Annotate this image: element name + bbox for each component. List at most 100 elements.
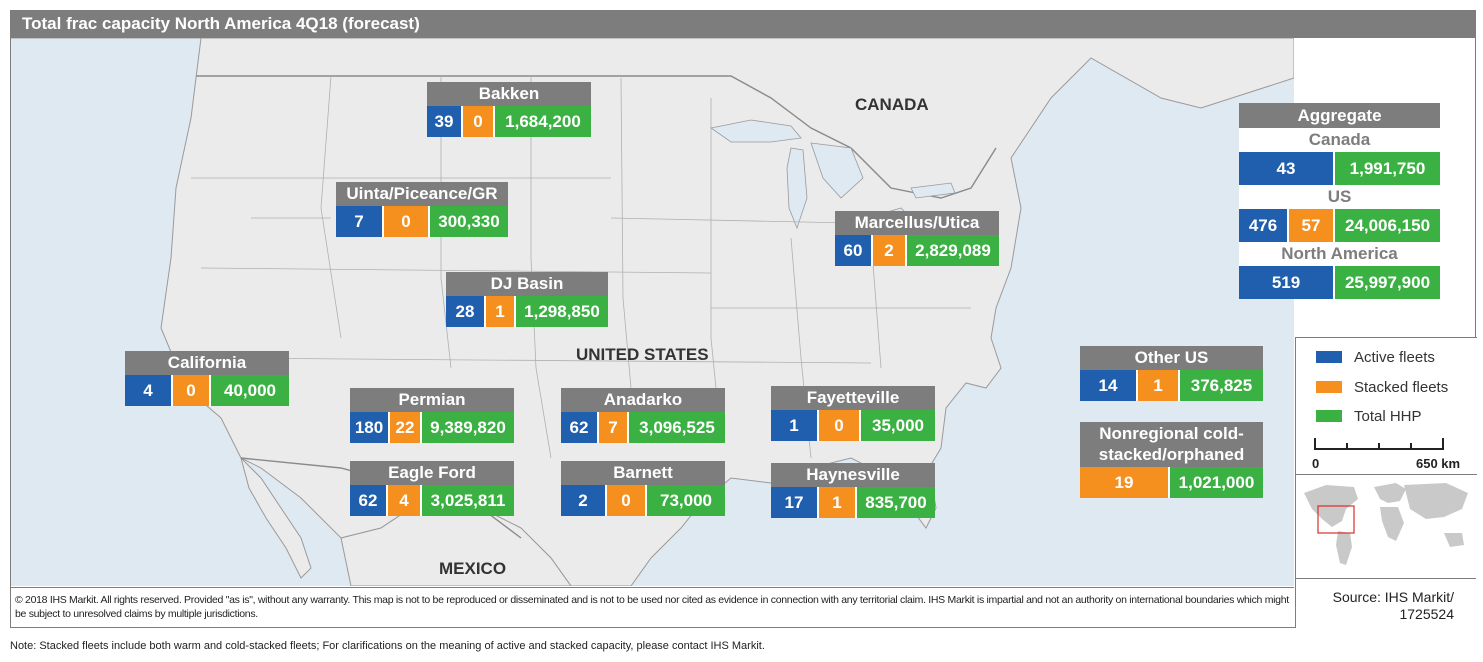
mexico-land [340, 497, 572, 586]
scale-bar [1314, 438, 1444, 450]
stacked-fleets-value: 1 [486, 296, 516, 327]
total-hhp-value: 3,096,525 [629, 412, 725, 443]
total-hhp-value: 73,000 [647, 485, 725, 516]
aggregate-north-america-row: 519 25,997,900 [1239, 266, 1440, 299]
scale-start-label: 0 [1312, 456, 1320, 471]
copyright-text: © 2018 IHS Markit. All rights reserved. … [11, 587, 1294, 627]
stacked-fleets-value: 0 [463, 106, 495, 137]
legend-label: Stacked fleets [1354, 379, 1449, 396]
aggregate-title: Aggregate [1239, 103, 1440, 128]
active-fleets-value: 62 [350, 485, 388, 516]
region-anadarko: Anadarko 62 7 3,096,525 [561, 388, 725, 443]
lake-michigan [786, 147, 808, 230]
region-fayetteville: Fayetteville 1 0 35,000 [771, 386, 935, 441]
region-title: Uinta/Piceance/GR [336, 182, 508, 206]
legend-swatch-total [1316, 410, 1342, 422]
region-title: Other US [1080, 346, 1263, 370]
aggregate-canada-label: Canada [1239, 128, 1440, 152]
active-fleets-value: 7 [336, 206, 384, 237]
aggregate-us-label: US [1239, 185, 1440, 209]
map-geography [11, 38, 1294, 586]
region-other-us: Other US 14 1 376,825 [1080, 346, 1263, 401]
source-line2: 1725524 [1399, 606, 1454, 622]
total-hhp-value: 1,298,850 [516, 296, 608, 327]
total-hhp-value: 300,330 [430, 206, 508, 237]
aggregate-north-america-label: North America [1239, 242, 1440, 266]
region-title: DJ Basin [446, 272, 608, 296]
locator-inset-map [1295, 474, 1477, 578]
legend-label: Total HHP [1354, 408, 1422, 425]
region-title: Fayetteville [771, 386, 935, 410]
total-hhp-value: 376,825 [1180, 370, 1263, 401]
total-hhp-value: 835,700 [857, 487, 935, 518]
source-line1: Source: IHS Markit/ [1332, 589, 1454, 605]
legend: Active fleets Stacked fleets Total HHP 0… [1295, 337, 1477, 474]
active-fleets-value: 28 [446, 296, 486, 327]
stacked-fleets-value: 0 [173, 375, 211, 406]
region-dj-basin: DJ Basin 28 1 1,298,850 [446, 272, 608, 327]
total-hhp-value: 35,000 [861, 410, 935, 441]
active-fleets-value: 60 [835, 235, 873, 266]
mexico-label: MEXICO [439, 559, 507, 578]
stacked-fleets-value: 0 [384, 206, 430, 237]
active-fleets-value: 62 [561, 412, 599, 443]
stacked-fleets-value: 4 [388, 485, 422, 516]
stacked-fleets-value: 19 [1080, 467, 1170, 498]
baja-peninsula [240, 456, 312, 579]
footnote: Note: Stacked fleets include both warm a… [10, 640, 765, 652]
lake-huron [810, 142, 864, 199]
scale-end-label: 650 km [1416, 456, 1461, 471]
active-fleets-value: 39 [427, 106, 463, 137]
region-title: Haynesville [771, 463, 935, 487]
active-fleets-value: 43 [1239, 152, 1335, 185]
total-hhp-value: 1,684,200 [495, 106, 591, 137]
legend-swatch-active [1316, 351, 1342, 363]
region-california: California 4 0 40,000 [125, 351, 289, 406]
world-map-icon [1296, 475, 1477, 578]
total-hhp-value: 1,021,000 [1170, 467, 1263, 498]
region-title: California [125, 351, 289, 375]
source-box: Source: IHS Markit/ 1725524 [1295, 578, 1476, 628]
aggregate-canada-row: 43 1,991,750 [1239, 152, 1440, 185]
total-hhp-value: 1,991,750 [1335, 152, 1440, 185]
total-hhp-value: 3,025,811 [422, 485, 514, 516]
active-fleets-value: 519 [1239, 266, 1335, 299]
lake-superior [710, 119, 802, 143]
stacked-fleets-value: 0 [607, 485, 647, 516]
aggregate-us-row: 476 57 24,006,150 [1239, 209, 1440, 242]
total-hhp-value: 9,389,820 [422, 412, 514, 443]
total-hhp-value: 24,006,150 [1335, 209, 1440, 242]
region-bakken: Bakken 39 0 1,684,200 [427, 82, 591, 137]
region-nonregional: Nonregional cold- stacked/orphaned 19 1,… [1080, 422, 1263, 498]
stacked-fleets-value: 1 [1138, 370, 1180, 401]
active-fleets-value: 4 [125, 375, 173, 406]
lake-ontario [910, 182, 956, 199]
region-marcellus-utica: Marcellus/Utica 60 2 2,829,089 [835, 211, 999, 266]
active-fleets-value: 17 [771, 487, 819, 518]
region-title: Nonregional cold- stacked/orphaned [1080, 422, 1263, 467]
stacked-fleets-value: 1 [819, 487, 857, 518]
region-title: Anadarko [561, 388, 725, 412]
legend-item-stacked: Stacked fleets [1316, 379, 1448, 396]
active-fleets-value: 1 [771, 410, 819, 441]
active-fleets-value: 14 [1080, 370, 1138, 401]
total-hhp-value: 25,997,900 [1335, 266, 1440, 299]
region-title-line1: Nonregional cold- [1099, 424, 1244, 443]
region-title-line2: stacked/orphaned [1098, 445, 1245, 464]
total-hhp-value: 2,829,089 [907, 235, 999, 266]
region-uinta-piceance: Uinta/Piceance/GR 7 0 300,330 [336, 182, 508, 237]
total-hhp-value: 40,000 [211, 375, 289, 406]
legend-item-total: Total HHP [1316, 408, 1422, 425]
region-haynesville: Haynesville 17 1 835,700 [771, 463, 935, 518]
stacked-fleets-value: 57 [1289, 209, 1335, 242]
active-fleets-value: 2 [561, 485, 607, 516]
map-title: Total frac capacity North America 4Q18 (… [10, 10, 1476, 38]
stacked-fleets-value: 0 [819, 410, 861, 441]
region-permian: Permian 180 22 9,389,820 [350, 388, 514, 443]
active-fleets-value: 180 [350, 412, 390, 443]
canada-label: CANADA [855, 95, 929, 114]
locator-highlight [1317, 505, 1355, 534]
stacked-fleets-value: 7 [599, 412, 629, 443]
region-title: Eagle Ford [350, 461, 514, 485]
region-title: Bakken [427, 82, 591, 106]
